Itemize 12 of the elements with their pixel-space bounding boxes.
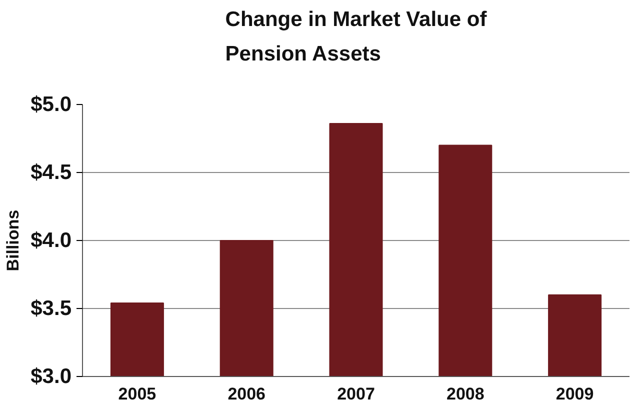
x-tick-label: 2006 [228,384,266,402]
x-tick-label: 2008 [446,384,484,402]
x-tick-label: 2007 [337,384,375,402]
y-tick-label: $3.0 [30,365,72,388]
chart-title: Change in Market Value of Pension Assets [225,8,488,66]
x-tick-label: 2009 [556,384,594,402]
y-tick-label: $4.5 [30,161,72,184]
y-axis-title: Billions [4,210,23,272]
y-tick-label: $4.0 [30,229,72,252]
y-tick-label: $3.5 [30,297,72,320]
x-tick-label: 2005 [118,384,156,402]
y-tick-label: $5.0 [30,93,72,116]
